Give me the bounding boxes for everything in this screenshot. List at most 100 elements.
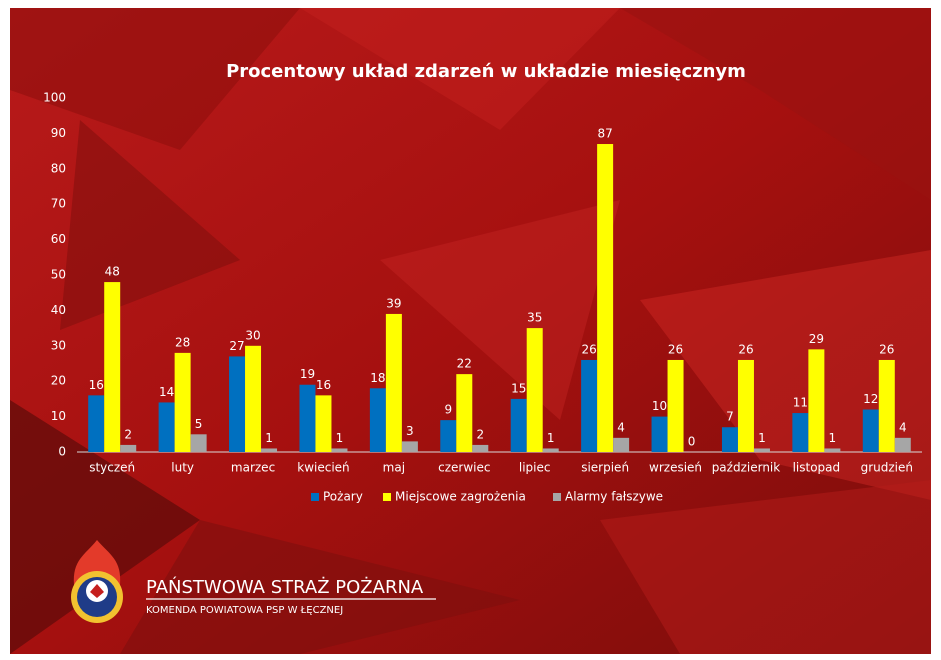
value-label: 14 (159, 385, 174, 399)
x-tick-label: luty (171, 461, 194, 475)
value-label: 18 (370, 371, 385, 385)
legend-label: Alarmy fałszywe (565, 490, 663, 504)
value-label: 48 (105, 265, 120, 279)
x-tick-label: maj (383, 461, 405, 475)
bar (315, 395, 332, 452)
y-tick-label: 60 (51, 232, 66, 246)
value-label: 1 (336, 431, 344, 445)
bar (158, 402, 175, 452)
bar (120, 444, 137, 452)
value-label: 30 (245, 328, 260, 342)
value-label: 1 (547, 431, 555, 445)
bar (792, 413, 809, 452)
bar (862, 409, 879, 452)
y-tick-label: 30 (51, 338, 66, 352)
organization-name: PAŃSTWOWA STRAŻ POŻARNA (146, 576, 424, 598)
value-label: 1 (829, 431, 837, 445)
value-label: 7 (726, 410, 734, 424)
bar (894, 437, 911, 452)
legend-swatch (553, 493, 561, 501)
value-label: 35 (527, 311, 542, 325)
x-tick-label: grudzień (861, 461, 913, 475)
bar (456, 374, 473, 452)
x-tick-label: marzec (231, 461, 275, 475)
value-label: 26 (668, 342, 683, 356)
bar (613, 437, 630, 452)
legend-label: Miejscowe zagrożenia (395, 490, 526, 504)
bar (808, 349, 825, 452)
bar (878, 359, 895, 452)
x-tick-label: lipiec (519, 461, 551, 475)
bar (651, 416, 668, 452)
value-label: 39 (386, 296, 401, 310)
value-label: 12 (863, 392, 878, 406)
bar (401, 441, 418, 452)
value-label: 10 (652, 399, 667, 413)
value-label: 22 (457, 357, 472, 371)
chart-title: Procentowy układ zdarzeń w układzie mies… (226, 61, 746, 82)
y-tick-label: 0 (58, 445, 66, 459)
value-label: 1 (758, 431, 766, 445)
x-tick-label: październik (712, 461, 781, 475)
bar (581, 359, 598, 452)
y-tick-label: 40 (51, 303, 66, 317)
y-tick-label: 100 (43, 91, 66, 105)
bar (174, 352, 191, 452)
value-label: 16 (89, 378, 104, 392)
bar (721, 427, 738, 452)
value-label: 2 (476, 427, 484, 441)
legend-swatch (383, 493, 391, 501)
value-label: 4 (617, 420, 625, 434)
bar (824, 448, 841, 452)
x-tick-label: czerwiec (438, 461, 490, 475)
bar (737, 359, 754, 452)
bar (369, 388, 386, 452)
y-tick-label: 70 (51, 197, 66, 211)
bar (104, 282, 121, 452)
value-label: 11 (793, 396, 808, 410)
logo (71, 540, 123, 623)
organization-unit: KOMENDA POWIATOWA PSP W ŁĘCZNEJ (146, 605, 343, 616)
x-tick-label: wrzesień (649, 461, 702, 475)
bar (440, 420, 457, 452)
x-tick-label: kwiecień (297, 461, 349, 475)
value-label: 9 (444, 403, 452, 417)
value-label: 27 (229, 339, 244, 353)
value-label: 28 (175, 335, 190, 349)
y-tick-label: 80 (51, 161, 66, 175)
value-label: 4 (899, 420, 907, 434)
y-tick-label: 90 (51, 126, 66, 140)
bar (542, 448, 559, 452)
bar (472, 444, 489, 452)
value-label: 1 (265, 431, 273, 445)
value-label: 26 (581, 342, 596, 356)
bar (510, 398, 527, 452)
x-tick-label: styczeń (89, 461, 135, 475)
legend-label: Pożary (323, 490, 363, 504)
value-label: 5 (195, 417, 203, 431)
value-label: 2 (124, 427, 132, 441)
x-tick-label: listopad (793, 461, 841, 475)
value-label: 19 (300, 367, 315, 381)
bar (261, 448, 278, 452)
bar (753, 448, 770, 452)
background (10, 8, 931, 654)
value-label: 16 (316, 378, 331, 392)
value-label: 87 (597, 127, 612, 141)
value-label: 3 (406, 424, 414, 438)
value-label: 26 (879, 342, 894, 356)
bar (245, 345, 262, 452)
y-tick-label: 50 (51, 268, 66, 282)
bar (299, 384, 316, 452)
value-label: 15 (511, 381, 526, 395)
legend-swatch (311, 493, 319, 501)
value-label: 29 (809, 332, 824, 346)
bar (190, 434, 207, 452)
x-tick-label: sierpień (581, 461, 629, 475)
bar (331, 448, 348, 452)
bar (526, 328, 543, 452)
bar (88, 395, 105, 452)
bar (229, 356, 246, 452)
